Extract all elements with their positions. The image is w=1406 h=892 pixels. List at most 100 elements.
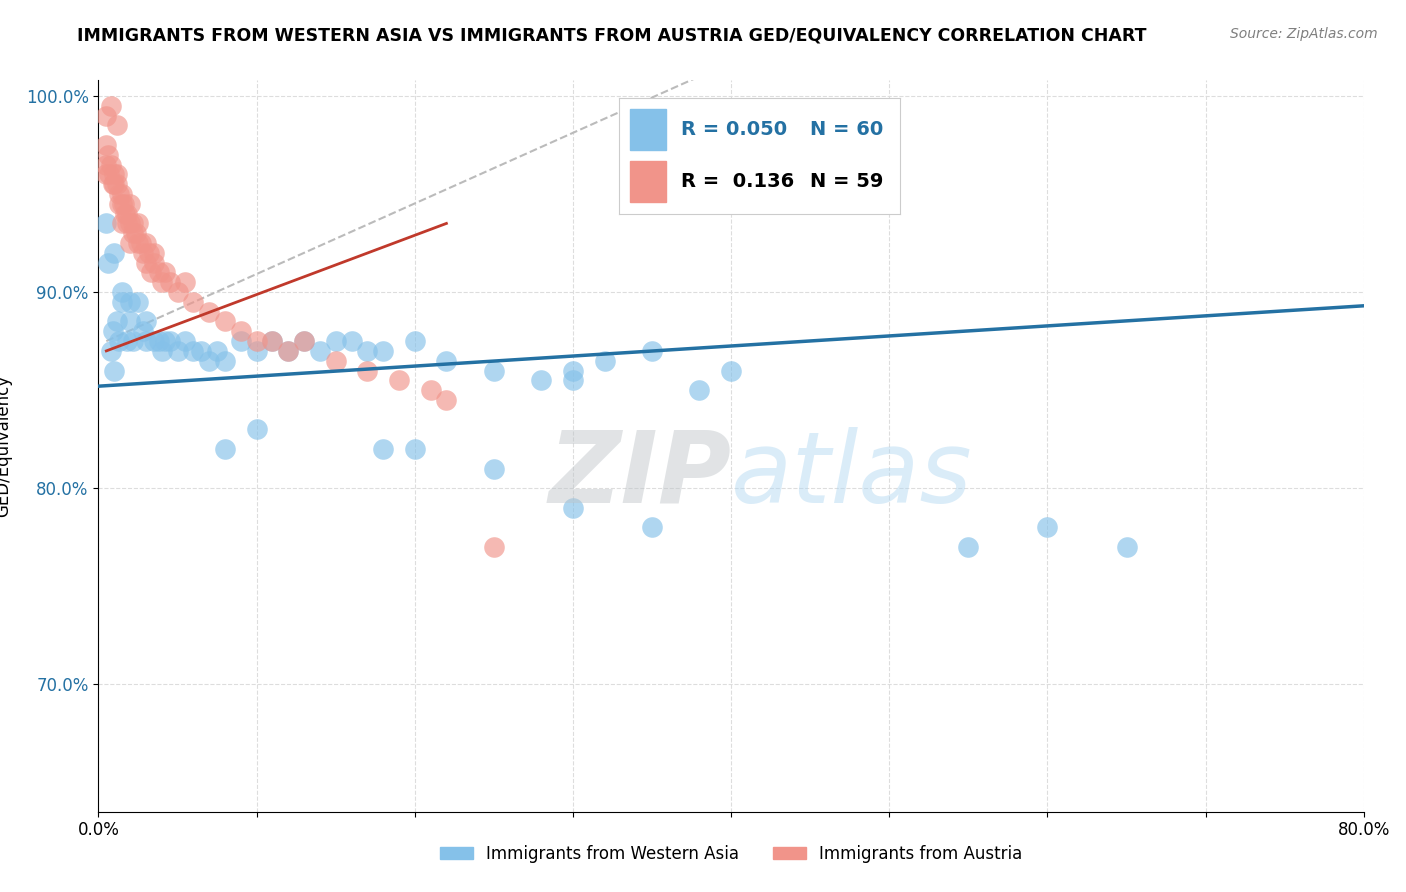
Point (262, 334, 284, 348)
Point (96, 158, 118, 172)
Point (103, 168, 125, 182)
Point (174, 275, 197, 289)
Point (96, 109, 118, 123)
Point (159, 334, 181, 348)
Point (214, 314, 236, 328)
Point (325, 353, 347, 368)
Point (641, 520, 664, 534)
Point (132, 245, 155, 260)
Point (107, 178, 129, 192)
Point (198, 304, 221, 318)
Point (138, 245, 160, 260)
Point (101, 324, 124, 338)
Point (108, 187, 131, 202)
Point (356, 343, 378, 358)
Point (120, 216, 141, 230)
Point (103, 178, 125, 192)
Point (135, 334, 157, 348)
Point (120, 235, 141, 250)
Point (112, 196, 135, 211)
Point (96, 138, 118, 153)
Point (340, 334, 363, 348)
Bar (630, 161, 666, 202)
Point (107, 119, 129, 133)
Point (101, 178, 124, 192)
Point (174, 334, 197, 348)
Point (482, 461, 505, 475)
Point (183, 294, 205, 309)
Point (198, 353, 221, 368)
Point (111, 187, 134, 202)
Point (111, 216, 134, 230)
Y-axis label: GED/Equivalency: GED/Equivalency (0, 375, 11, 517)
Point (530, 373, 553, 387)
Text: R = 0.050: R = 0.050 (681, 120, 786, 139)
Point (159, 275, 181, 289)
Point (115, 334, 138, 348)
Text: R =  0.136: R = 0.136 (681, 172, 794, 191)
Point (246, 422, 269, 436)
Point (97, 255, 120, 269)
Point (561, 500, 585, 515)
Point (292, 334, 315, 348)
Point (292, 334, 315, 348)
Bar (630, 109, 666, 150)
Point (419, 383, 441, 397)
Point (135, 235, 157, 250)
Point (404, 334, 426, 348)
Point (205, 343, 228, 358)
Point (107, 314, 129, 328)
Text: atlas: atlas (731, 426, 973, 524)
Point (561, 363, 585, 377)
Point (277, 343, 299, 358)
Point (1115, 540, 1137, 554)
Point (96, 168, 118, 182)
Point (115, 216, 138, 230)
Point (436, 353, 458, 368)
Point (1036, 520, 1059, 534)
Point (150, 343, 173, 358)
Point (122, 334, 145, 348)
Point (641, 343, 664, 358)
Point (148, 265, 170, 279)
Point (122, 226, 145, 240)
Point (404, 442, 426, 456)
Point (139, 265, 162, 279)
Point (246, 334, 269, 348)
Point (593, 353, 616, 368)
Point (148, 334, 170, 348)
Point (142, 334, 165, 348)
Point (277, 343, 299, 358)
Point (135, 255, 157, 269)
Text: N = 59: N = 59 (810, 172, 883, 191)
Point (120, 294, 141, 309)
Point (111, 196, 134, 211)
Point (262, 334, 284, 348)
Point (153, 334, 176, 348)
Point (214, 353, 236, 368)
Point (108, 196, 131, 211)
Point (190, 343, 212, 358)
Point (100, 99, 122, 113)
Point (108, 334, 131, 348)
Point (98, 168, 121, 182)
Point (561, 373, 585, 387)
Point (103, 363, 125, 377)
Point (107, 168, 129, 182)
Text: N = 60: N = 60 (810, 120, 883, 139)
Point (436, 392, 458, 407)
Point (371, 442, 394, 456)
Point (183, 343, 205, 358)
Text: Source: ZipAtlas.com: Source: ZipAtlas.com (1230, 27, 1378, 41)
Point (482, 540, 505, 554)
Point (103, 245, 125, 260)
Point (142, 255, 165, 269)
Point (120, 314, 141, 328)
Point (111, 294, 134, 309)
Point (111, 285, 134, 299)
Point (325, 334, 347, 348)
Point (482, 363, 505, 377)
Point (132, 324, 155, 338)
Point (127, 216, 149, 230)
Point (150, 275, 173, 289)
